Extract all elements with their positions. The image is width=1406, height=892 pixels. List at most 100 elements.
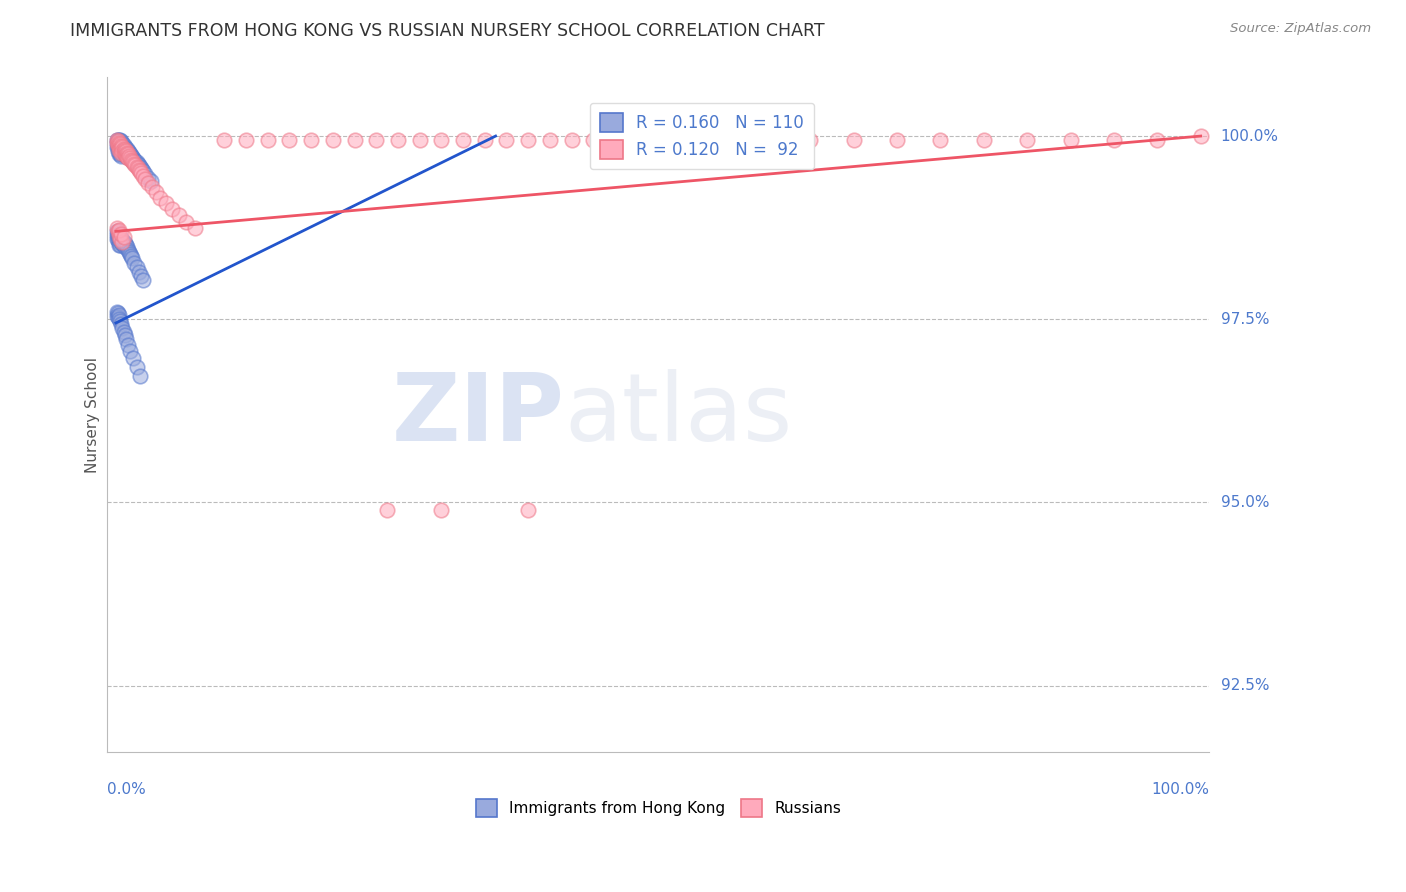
Point	[127, 161, 149, 176]
Point	[110, 137, 132, 152]
Point	[108, 235, 131, 249]
Point	[121, 153, 143, 168]
Point	[114, 145, 136, 160]
Point	[108, 147, 131, 161]
Point	[118, 247, 141, 261]
Point	[114, 140, 136, 154]
Point	[129, 166, 152, 180]
Point	[128, 369, 150, 384]
Point	[111, 233, 134, 247]
Point	[114, 143, 136, 157]
Point	[128, 160, 150, 174]
Point	[118, 145, 141, 160]
Point	[115, 150, 138, 164]
Point	[117, 151, 139, 165]
Point	[139, 174, 162, 188]
Point	[122, 351, 145, 365]
Point	[118, 343, 141, 358]
Point	[112, 145, 135, 160]
Point	[886, 133, 908, 147]
Point	[517, 503, 540, 517]
Point	[114, 149, 136, 163]
Point	[322, 133, 344, 147]
Text: ZIP: ZIP	[392, 368, 565, 460]
Point	[138, 170, 160, 185]
Point	[155, 196, 177, 211]
Point	[121, 150, 143, 164]
Point	[110, 149, 132, 163]
Point	[111, 147, 134, 161]
Point	[127, 157, 149, 171]
Point	[125, 359, 148, 374]
Point	[114, 147, 136, 161]
Text: 0.0%: 0.0%	[107, 782, 146, 797]
Point	[124, 256, 146, 270]
Point	[128, 158, 150, 172]
Point	[108, 227, 131, 242]
Point	[105, 136, 128, 151]
Point	[111, 140, 134, 154]
Point	[107, 140, 129, 154]
Point	[375, 503, 398, 517]
Point	[107, 133, 129, 147]
Point	[108, 308, 131, 322]
Point	[679, 133, 702, 147]
Point	[118, 244, 141, 259]
Point	[124, 153, 146, 167]
Point	[121, 252, 143, 266]
Point	[118, 149, 141, 163]
Point	[214, 133, 236, 147]
Point	[111, 144, 134, 158]
Point	[115, 145, 138, 160]
Point	[112, 235, 135, 249]
Point	[107, 306, 129, 320]
Point	[603, 133, 626, 147]
Point	[1102, 133, 1125, 147]
Text: 100.0%: 100.0%	[1152, 782, 1209, 797]
Point	[110, 134, 132, 148]
Point	[118, 149, 141, 163]
Point	[114, 144, 136, 158]
Point	[105, 133, 128, 147]
Point	[118, 151, 141, 165]
Point	[145, 186, 167, 200]
Point	[111, 144, 134, 158]
Point	[107, 229, 129, 244]
Point	[129, 268, 152, 283]
Point	[125, 260, 148, 275]
Point	[184, 221, 207, 235]
Point	[110, 138, 132, 153]
Point	[105, 133, 128, 147]
Point	[517, 133, 540, 147]
Point	[141, 180, 163, 194]
Point	[105, 309, 128, 323]
Point	[110, 145, 132, 160]
Point	[167, 208, 190, 222]
Point	[115, 145, 138, 160]
Point	[107, 226, 129, 240]
Text: Source: ZipAtlas.com: Source: ZipAtlas.com	[1230, 22, 1371, 36]
Point	[121, 153, 143, 168]
Point	[713, 133, 735, 147]
Point	[929, 133, 952, 147]
Point	[108, 223, 131, 237]
Point	[129, 161, 152, 176]
Point	[115, 142, 138, 156]
Point	[132, 273, 155, 287]
Point	[755, 133, 778, 147]
Point	[111, 140, 134, 154]
Point	[114, 238, 136, 252]
Point	[1146, 133, 1168, 147]
Point	[1189, 129, 1212, 144]
Point	[124, 153, 146, 168]
Point	[387, 133, 409, 147]
Point	[115, 150, 138, 164]
Point	[110, 237, 132, 252]
Point	[112, 137, 135, 152]
Point	[115, 240, 138, 254]
Point	[108, 143, 131, 157]
Point	[114, 142, 136, 156]
Point	[1059, 133, 1081, 147]
Point	[114, 148, 136, 162]
Point	[110, 147, 132, 161]
